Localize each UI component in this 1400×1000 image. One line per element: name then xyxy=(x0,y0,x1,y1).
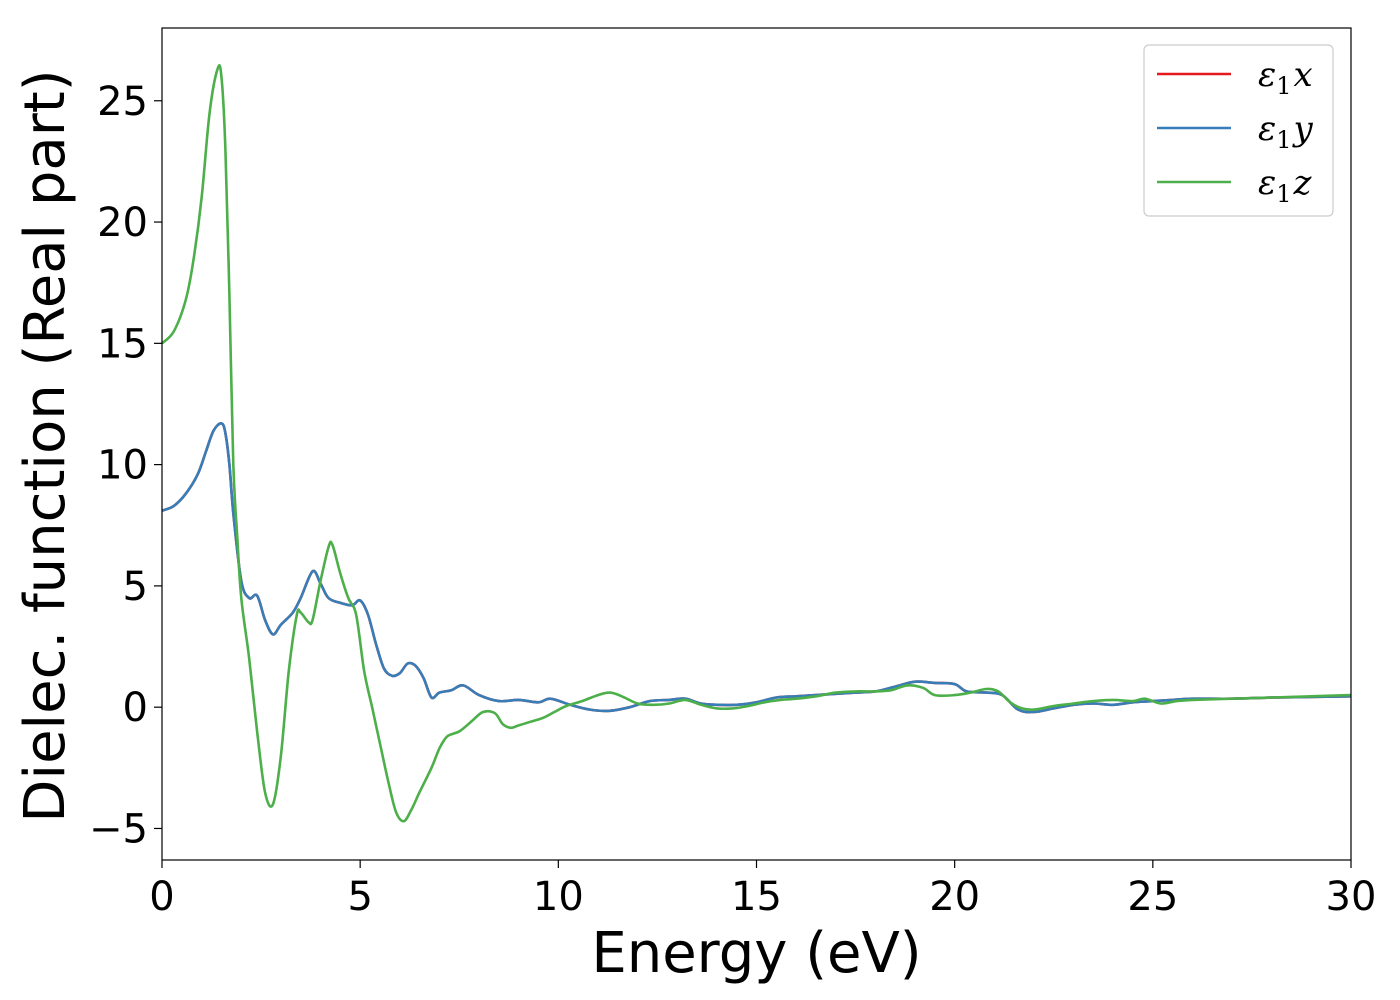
y-tick-label: 0 xyxy=(123,685,148,731)
series-line-2 xyxy=(162,422,1351,714)
x-tick-label: 5 xyxy=(347,874,372,920)
series-layer xyxy=(162,64,1351,823)
x-tick-label: 15 xyxy=(731,874,782,920)
y-tick-label: 20 xyxy=(97,200,148,246)
legend-box xyxy=(1143,44,1334,217)
x-tick-label: 30 xyxy=(1326,874,1377,920)
x-axis-title: Energy (eV) xyxy=(591,921,921,986)
legend: ε1x ε1y ε1z xyxy=(1143,44,1334,217)
legend-label: ε1y xyxy=(1258,109,1314,154)
legend-label: ε1z xyxy=(1258,163,1313,208)
y-tick-label: 10 xyxy=(97,443,148,489)
y-tick-label: 15 xyxy=(97,321,148,367)
legend-label: ε1x xyxy=(1258,55,1313,100)
x-tick-label: 25 xyxy=(1127,874,1178,920)
x-tick-label: 20 xyxy=(929,874,980,920)
series-line-3 xyxy=(162,64,1351,823)
x-tick-label: 10 xyxy=(533,874,584,920)
y-tick-label: 5 xyxy=(123,564,148,610)
y-tick-label: 25 xyxy=(97,79,148,125)
x-tick-label: 0 xyxy=(149,874,174,920)
y-tick-label: −5 xyxy=(89,806,148,852)
y-axis-title: Dielec. function (Real part) xyxy=(13,69,78,822)
